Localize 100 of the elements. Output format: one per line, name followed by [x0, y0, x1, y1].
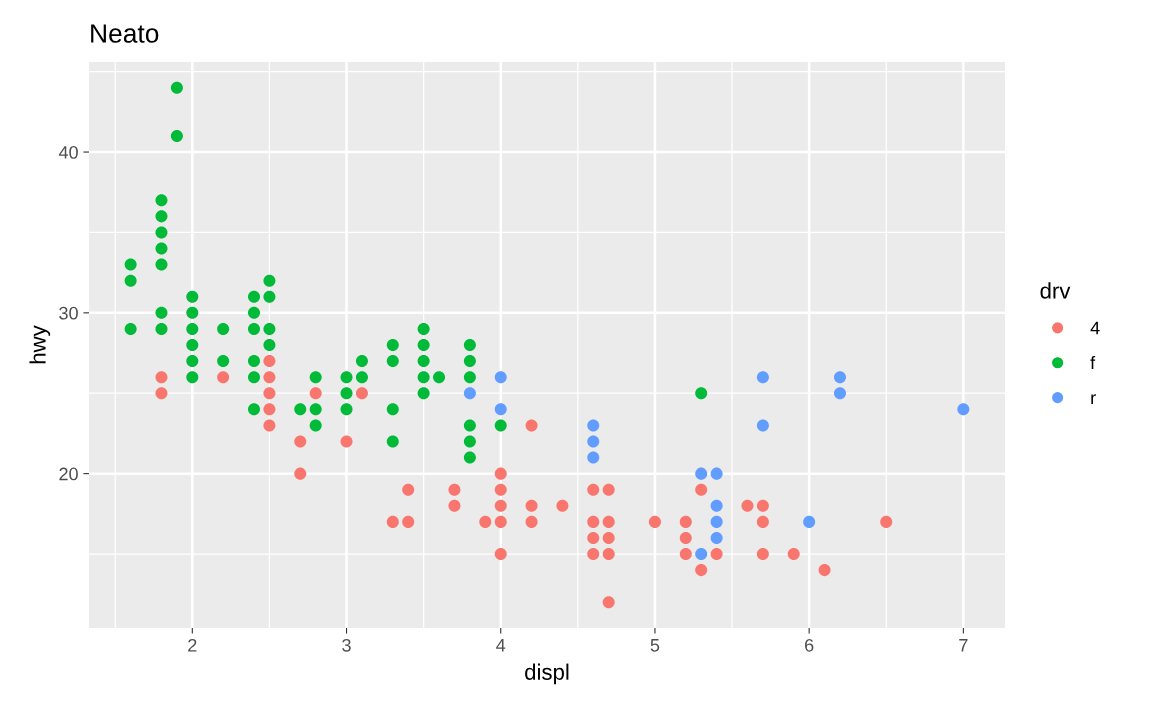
point — [463, 371, 476, 384]
point — [448, 499, 461, 512]
point — [463, 435, 476, 448]
point — [386, 515, 399, 528]
point — [556, 499, 569, 512]
point — [695, 483, 708, 496]
y-tick-label: 40 — [58, 145, 78, 159]
point — [340, 371, 353, 384]
point — [263, 355, 276, 368]
point — [340, 435, 353, 448]
point — [880, 515, 893, 528]
point — [833, 371, 847, 384]
point — [155, 242, 168, 255]
point — [463, 338, 476, 352]
point — [756, 371, 769, 384]
point — [263, 403, 276, 416]
point — [756, 419, 769, 432]
point — [695, 548, 708, 561]
point — [494, 371, 507, 384]
point — [170, 81, 183, 94]
legend-label: f — [1090, 355, 1096, 370]
x-tick-label: 7 — [959, 639, 968, 652]
x-axis-title: displ — [525, 663, 569, 685]
point — [217, 322, 230, 335]
y-axis-title: hwy — [29, 325, 51, 364]
point — [756, 548, 769, 561]
point — [155, 194, 168, 207]
point — [679, 548, 692, 561]
point — [340, 403, 353, 416]
point — [741, 499, 754, 512]
point — [294, 403, 307, 416]
point — [494, 548, 507, 561]
point — [355, 387, 368, 400]
legend-label: 4 — [1090, 321, 1100, 335]
point — [263, 322, 276, 335]
point — [679, 515, 692, 528]
point — [587, 451, 600, 464]
point — [787, 548, 800, 561]
point — [386, 338, 399, 352]
point — [695, 564, 708, 577]
point — [463, 451, 476, 464]
point — [494, 419, 507, 432]
point — [587, 515, 600, 528]
point — [247, 322, 261, 335]
point — [217, 355, 230, 368]
point — [247, 290, 261, 303]
point — [124, 274, 137, 287]
point — [957, 403, 970, 416]
point — [170, 129, 183, 142]
point — [756, 515, 769, 528]
point — [448, 483, 461, 496]
point — [417, 355, 430, 368]
point — [494, 403, 507, 416]
point — [494, 515, 507, 528]
point — [479, 515, 492, 528]
point — [309, 403, 322, 416]
point — [263, 338, 276, 352]
point — [155, 306, 168, 319]
point — [155, 371, 168, 384]
point — [186, 355, 199, 368]
point — [386, 435, 399, 448]
point — [309, 419, 322, 432]
point — [433, 371, 446, 384]
point — [294, 435, 307, 448]
y-tick-label: 30 — [59, 306, 78, 320]
point — [602, 548, 615, 561]
point — [155, 226, 168, 239]
point — [247, 403, 261, 416]
x-tick-label: 5 — [650, 639, 660, 652]
point — [695, 387, 708, 400]
point — [833, 387, 847, 400]
point — [417, 371, 430, 384]
point — [525, 499, 538, 512]
point — [263, 387, 276, 400]
point — [186, 306, 199, 319]
legend-label: r — [1091, 394, 1096, 404]
point — [463, 387, 476, 400]
point — [263, 371, 276, 384]
point — [386, 355, 399, 368]
point — [402, 515, 415, 528]
point — [417, 322, 430, 335]
point — [247, 355, 261, 368]
x-tick-label: 3 — [342, 638, 351, 652]
point — [710, 531, 723, 544]
chart-title: Neato — [91, 24, 159, 43]
point — [710, 467, 723, 480]
point — [186, 290, 199, 303]
point — [602, 515, 615, 528]
point — [710, 499, 723, 512]
point — [494, 483, 507, 496]
point — [710, 515, 723, 528]
point — [417, 387, 430, 400]
point — [494, 499, 507, 512]
point — [648, 515, 661, 528]
point — [402, 483, 415, 496]
point — [679, 531, 692, 544]
point — [587, 435, 600, 448]
point — [186, 322, 199, 335]
point — [247, 371, 261, 384]
point — [525, 515, 538, 528]
